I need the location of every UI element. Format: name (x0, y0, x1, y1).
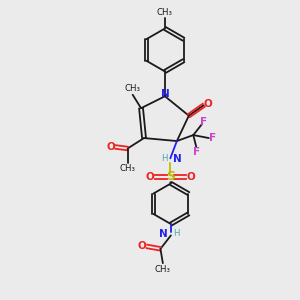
Text: O: O (146, 172, 154, 182)
Text: CH₃: CH₃ (157, 8, 173, 17)
Text: S: S (166, 170, 175, 183)
Text: F: F (200, 117, 207, 127)
Text: CH₃: CH₃ (155, 265, 171, 274)
Text: O: O (106, 142, 115, 152)
Text: F: F (209, 133, 216, 143)
Text: N: N (161, 89, 170, 99)
Text: N: N (159, 229, 167, 239)
Text: O: O (186, 172, 195, 182)
Text: N: N (173, 154, 182, 164)
Text: H: H (161, 154, 168, 164)
Text: CH₃: CH₃ (120, 164, 136, 173)
Text: F: F (193, 147, 200, 157)
Text: O: O (138, 242, 146, 251)
Text: O: O (204, 99, 212, 109)
Text: H: H (173, 230, 180, 238)
Text: CH₃: CH₃ (124, 84, 140, 93)
